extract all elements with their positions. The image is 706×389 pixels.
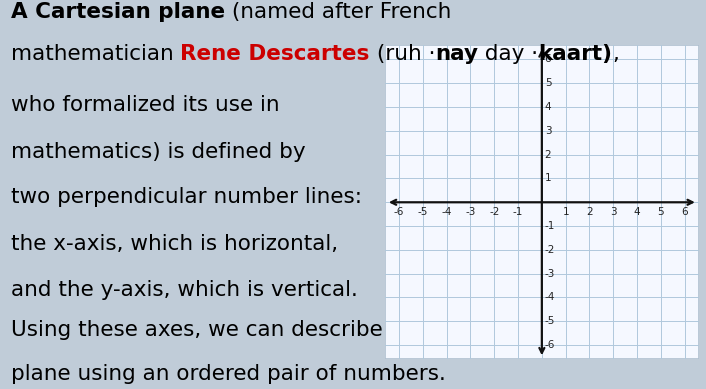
Text: -1: -1 xyxy=(545,221,555,231)
Text: the x-axis, which is horizontal,: the x-axis, which is horizontal, xyxy=(11,234,337,254)
Text: -3: -3 xyxy=(545,269,555,279)
Text: 5: 5 xyxy=(545,78,551,88)
Text: -4: -4 xyxy=(545,293,555,303)
Text: (ruh ·: (ruh · xyxy=(369,44,435,64)
Text: mathematician: mathematician xyxy=(11,44,180,64)
Text: 2: 2 xyxy=(545,150,551,159)
Text: 1: 1 xyxy=(563,207,569,217)
Text: 6: 6 xyxy=(681,207,688,217)
Text: Rene Descartes: Rene Descartes xyxy=(180,44,369,64)
Text: plane using an ordered pair of numbers.: plane using an ordered pair of numbers. xyxy=(11,364,445,384)
Text: 3: 3 xyxy=(545,126,551,136)
Text: and the y-axis, which is vertical.: and the y-axis, which is vertical. xyxy=(11,280,357,300)
Text: A Cartesian plane: A Cartesian plane xyxy=(11,2,225,21)
Text: -1: -1 xyxy=(513,207,523,217)
Text: -6: -6 xyxy=(545,340,555,350)
Text: 4: 4 xyxy=(545,102,551,112)
Text: 3: 3 xyxy=(610,207,616,217)
Text: ,: , xyxy=(612,44,619,64)
Text: 6: 6 xyxy=(545,54,551,65)
Text: nay: nay xyxy=(435,44,478,64)
Text: two perpendicular number lines:: two perpendicular number lines: xyxy=(11,187,361,207)
Text: -2: -2 xyxy=(489,207,499,217)
Text: (named after French: (named after French xyxy=(225,2,451,21)
Text: 1: 1 xyxy=(545,173,551,184)
Text: kaart): kaart) xyxy=(538,44,612,64)
Text: 2: 2 xyxy=(586,207,593,217)
Text: -4: -4 xyxy=(441,207,452,217)
Text: 4: 4 xyxy=(634,207,640,217)
Text: mathematics) is defined by: mathematics) is defined by xyxy=(11,142,305,161)
Text: Using these axes, we can describe: Using these axes, we can describe xyxy=(11,321,383,340)
Text: day ·: day · xyxy=(478,44,538,64)
Text: -5: -5 xyxy=(545,316,555,326)
Text: who formalized its use in: who formalized its use in xyxy=(11,95,279,115)
Text: -5: -5 xyxy=(418,207,428,217)
Text: -2: -2 xyxy=(545,245,555,255)
Text: -6: -6 xyxy=(394,207,405,217)
Text: 5: 5 xyxy=(657,207,664,217)
Text: -3: -3 xyxy=(465,207,476,217)
